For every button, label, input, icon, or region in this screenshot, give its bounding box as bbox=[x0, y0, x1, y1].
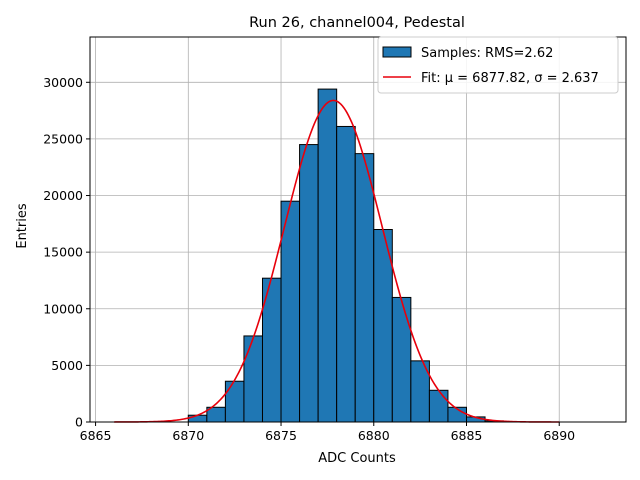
histogram-bar bbox=[428, 389, 449, 423]
histogram-bar bbox=[336, 125, 356, 423]
fit-curve bbox=[114, 99, 560, 423]
legend-histogram-label: Samples: RMS=2.62 bbox=[421, 46, 553, 61]
x-tick-label: 6865 bbox=[80, 428, 112, 443]
histogram-bar bbox=[224, 380, 245, 423]
histogram-bar bbox=[280, 200, 301, 423]
y-tick-label: 15000 bbox=[43, 245, 83, 260]
chart-title: Run 26, channel004, Pedestal bbox=[249, 15, 465, 31]
legend-fit-label: Fit: μ = 6877.82, σ = 2.637 bbox=[421, 71, 599, 86]
x-tick-label: 6880 bbox=[358, 428, 390, 443]
plot-frame bbox=[89, 36, 627, 423]
y-tick-label: 25000 bbox=[43, 131, 83, 146]
x-tick-label: 6890 bbox=[543, 428, 575, 443]
y-tick-label: 5000 bbox=[51, 358, 83, 373]
x-tick-label: 6870 bbox=[172, 428, 204, 443]
x-axis-label: ADC Counts bbox=[318, 451, 396, 466]
x-axis-ticks: 6865 6870 6875 6880 6885 6890 bbox=[80, 422, 575, 443]
y-tick-label: 10000 bbox=[43, 301, 83, 316]
legend: Samples: RMS=2.62 Fit: μ = 6877.82, σ = … bbox=[377, 36, 619, 94]
y-tick-label: 20000 bbox=[43, 188, 83, 203]
legend-histogram-swatch bbox=[382, 46, 412, 58]
histogram-bars bbox=[187, 88, 505, 423]
x-tick-label: 6875 bbox=[265, 428, 297, 443]
histogram-bar bbox=[243, 335, 263, 423]
histogram-bar bbox=[299, 144, 319, 423]
x-tick-label: 6885 bbox=[451, 428, 483, 443]
histogram-bar bbox=[354, 153, 375, 423]
legend-box bbox=[377, 36, 619, 94]
histogram-bar bbox=[317, 88, 338, 423]
y-axis-ticks: 0 5000 10000 15000 20000 25000 30000 bbox=[43, 75, 90, 430]
y-axis-label: Entries bbox=[15, 203, 30, 249]
histogram-bar bbox=[391, 296, 412, 423]
y-tick-label: 0 bbox=[75, 415, 83, 430]
histogram-bar bbox=[187, 414, 208, 423]
fit-curve-layer bbox=[114, 99, 560, 423]
y-tick-label: 30000 bbox=[43, 75, 83, 90]
